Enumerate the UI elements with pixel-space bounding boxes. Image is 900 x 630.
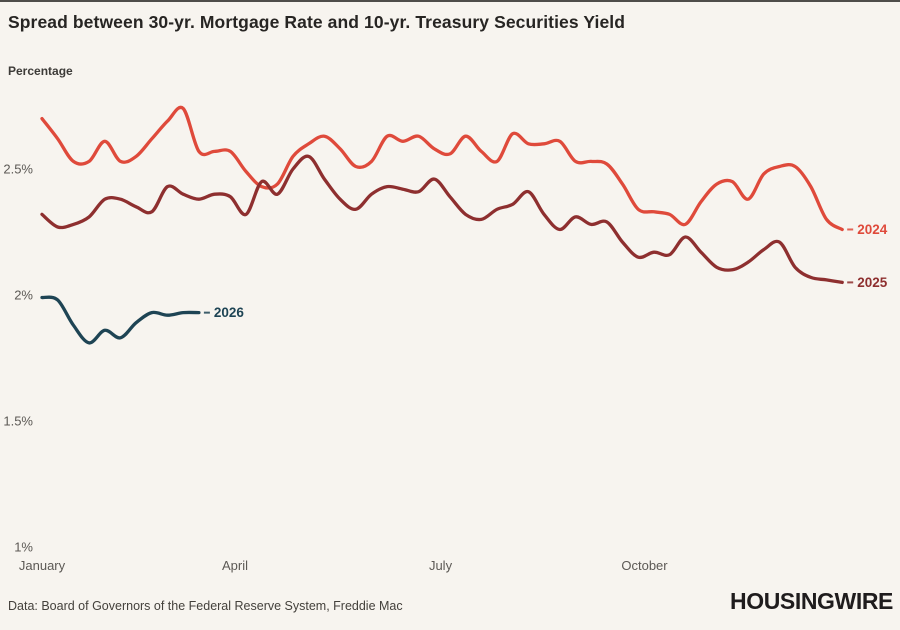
- x-tick-label: April: [222, 558, 248, 573]
- y-tick-label: 2%: [14, 288, 33, 303]
- x-tick-label: January: [19, 558, 66, 573]
- series-label-2026: 2026: [214, 305, 245, 320]
- series-label-2025: 2025: [857, 275, 888, 290]
- series-line-2026: [40, 295, 201, 345]
- y-axis-caption: Percentage: [8, 64, 73, 78]
- housingwire-logo: HOUSINGWIRE: [730, 588, 893, 614]
- series-line-2025: [40, 154, 844, 285]
- x-tick-label: October: [621, 558, 668, 573]
- x-tick-label: July: [429, 558, 453, 573]
- y-tick-label: 1.5%: [3, 414, 33, 429]
- y-tick-label: 2.5%: [3, 162, 33, 177]
- series-line-2024: [40, 105, 844, 232]
- chart-title: Spread between 30-yr. Mortgage Rate and …: [8, 12, 626, 32]
- y-tick-label: 1%: [14, 540, 33, 555]
- data-source-note: Data: Board of Governors of the Federal …: [8, 599, 403, 613]
- series-label-2024: 2024: [857, 222, 888, 237]
